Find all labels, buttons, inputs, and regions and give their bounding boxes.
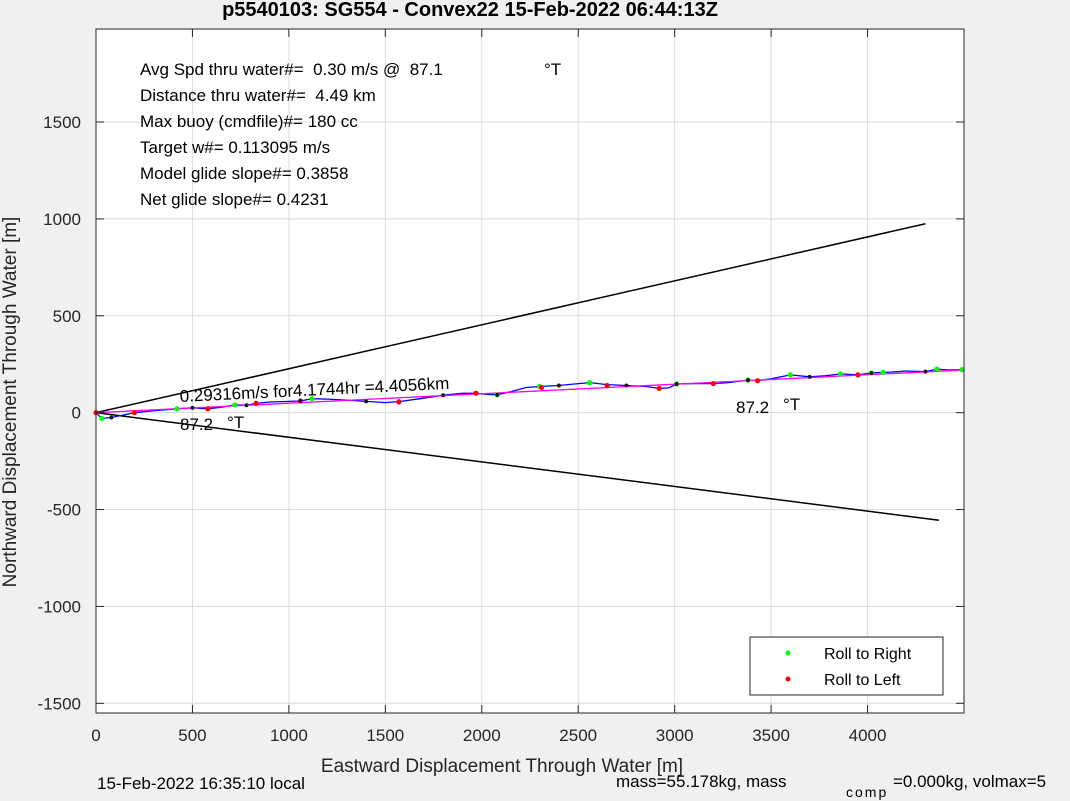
y-tick-label: 1500	[43, 113, 81, 132]
y-tick-label: -1000	[38, 597, 81, 616]
point-roll-to-right	[959, 367, 965, 373]
footer-mass-sub: comp	[846, 784, 888, 800]
info-line-speed: Avg Spd thru water#= 0.30 m/s @ 87.1	[140, 60, 443, 79]
point-roll-to-right	[232, 402, 238, 408]
cone-line-lower-bound	[95, 411, 940, 521]
x-tick-label: 2500	[559, 726, 597, 745]
point-track-sample	[624, 383, 629, 388]
heading-left-value: 87.2	[180, 415, 213, 434]
point-roll-to-left	[473, 390, 479, 396]
point-track-sample	[807, 374, 812, 379]
point-roll-to-left	[396, 399, 402, 405]
footer-volmax: =0.000kg, volmax=5	[893, 772, 1046, 791]
y-axis-label: Northward Displacement Through Water [m]	[0, 217, 21, 588]
point-roll-to-right	[880, 369, 886, 375]
y-tick-label: -500	[47, 501, 81, 520]
point-track-sample	[244, 403, 249, 408]
y-tick-label: 1000	[43, 210, 81, 229]
footer-local-time: 15-Feb-2022 16:35:10 local	[97, 774, 305, 793]
legend: Roll to Right Roll to Left	[749, 636, 944, 696]
x-tick-label: 1500	[366, 726, 404, 745]
y-tick-label: 500	[53, 307, 81, 326]
info-line-target-w: Target w#= 0.113095 m/s	[140, 138, 330, 157]
x-tick-label: 4000	[849, 726, 887, 745]
plot-area	[96, 29, 964, 713]
info-block: Avg Spd thru water#= 0.30 m/s @ 87.1 °T …	[140, 60, 561, 209]
y-axis-ticks: -1500 -1000 -500 0 500 1000 1500	[38, 113, 964, 713]
info-line-distance: Distance thru water#= 4.49 km	[140, 86, 376, 105]
series-line-mean-path	[95, 369, 965, 414]
point-roll-to-left	[710, 380, 716, 387]
point-track-sample	[441, 393, 446, 398]
point-track-sample	[869, 370, 874, 375]
heading-right-value: 87.2	[736, 398, 769, 417]
info-line-net-slope: Net glide slope#= 0.4231	[140, 190, 329, 209]
point-roll-to-right	[787, 372, 794, 378]
point-track-sample	[556, 383, 561, 388]
legend-swatch-roll-right	[785, 650, 791, 656]
data-series	[95, 368, 965, 420]
point-track-sample	[495, 392, 500, 397]
x-tick-label: 500	[178, 726, 206, 745]
heading-left-unit: °T	[227, 413, 244, 432]
point-roll-to-right	[934, 366, 940, 372]
chart-title: p5540103: SG554 - Convex22 15-Feb-2022 0…	[222, 0, 718, 21]
point-roll-to-left	[604, 382, 610, 389]
point-roll-to-right	[837, 371, 844, 377]
footer-mass: mass=55.178kg, mass	[616, 772, 787, 791]
point-track-sample	[745, 378, 750, 383]
cone-lines	[95, 223, 940, 521]
point-track-sample	[109, 415, 114, 420]
point-roll-to-left	[855, 372, 861, 378]
point-roll-to-right	[309, 396, 315, 402]
point-roll-to-left	[755, 378, 761, 384]
point-roll-to-right	[99, 415, 105, 422]
x-axis-label: Eastward Displacement Through Water [m]	[321, 756, 683, 777]
point-roll-to-left	[656, 385, 662, 392]
x-axis-ticks: 0 500 1000 1500 2000 2500 3000 3500 4000	[91, 29, 886, 745]
point-roll-to-left	[205, 406, 211, 412]
grid-lines	[95, 29, 964, 713]
info-line-buoy: Max buoy (cmdfile)#= 180 cc	[140, 112, 358, 131]
point-track-sample	[923, 369, 928, 374]
y-tick-label: -1500	[38, 694, 81, 713]
x-tick-label: 0	[91, 726, 100, 745]
point-roll-to-left	[131, 410, 138, 416]
point-roll-to-left	[253, 400, 259, 406]
legend-swatch-roll-left	[785, 676, 791, 682]
heading-right-unit: °T	[783, 395, 800, 414]
info-speed-unit: °T	[544, 60, 561, 79]
point-track-sample	[298, 399, 303, 404]
point-track-sample	[674, 381, 679, 386]
x-tick-label: 3500	[752, 726, 790, 745]
legend-label-roll-right: Roll to Right	[824, 646, 912, 663]
cone-line-upper-bound	[95, 223, 926, 414]
point-track-sample	[364, 399, 369, 404]
point-roll-to-left	[538, 384, 545, 391]
legend-box	[749, 636, 944, 696]
info-line-model-slope: Model glide slope#= 0.3858	[140, 164, 348, 183]
plot-frame	[95, 28, 965, 714]
x-tick-label: 3000	[656, 726, 694, 745]
point-track-sample	[190, 405, 195, 410]
legend-label-roll-left: Roll to Left	[824, 672, 901, 689]
point-roll-to-right	[587, 380, 593, 386]
x-tick-label: 1000	[270, 726, 308, 745]
y-tick-label: 0	[72, 404, 81, 423]
point-roll-to-right	[174, 406, 180, 412]
x-tick-label: 2000	[463, 726, 501, 745]
